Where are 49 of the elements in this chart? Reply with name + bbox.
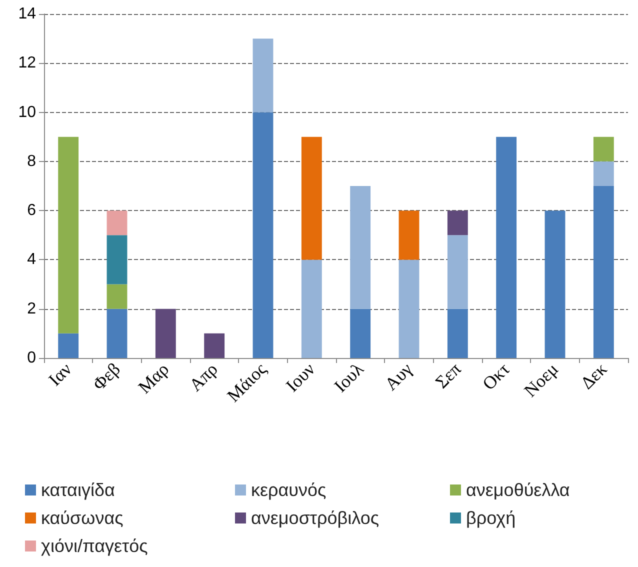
legend-label: καταιγίδα	[41, 480, 115, 500]
bar	[106, 284, 128, 309]
legend-label: χιόνι/παγετός	[41, 536, 148, 556]
y-tick-label: 2	[27, 300, 36, 318]
bar	[301, 136, 322, 260]
bar	[447, 308, 468, 358]
bar	[593, 186, 614, 358]
bar	[252, 112, 274, 358]
bar	[350, 186, 371, 309]
y-tick-label: 6	[27, 202, 36, 220]
bar	[106, 235, 128, 284]
bar	[204, 333, 225, 358]
legend-label: βροχή	[466, 508, 516, 528]
bar	[58, 333, 79, 358]
bar	[58, 136, 79, 334]
y-tick-label: 4	[27, 251, 36, 268]
legend-label: ανεμοστρόβιλος	[251, 508, 380, 528]
y-tick-label: 14	[18, 6, 36, 22]
x-tick-label: Ιαν	[44, 358, 76, 390]
bar	[447, 235, 468, 309]
x-tick-label: Ιουλ	[330, 358, 368, 396]
bar	[350, 308, 371, 358]
bar	[593, 136, 614, 162]
bar	[106, 308, 128, 358]
bar	[544, 210, 566, 358]
bar	[447, 210, 468, 236]
y-tick-label: 8	[27, 152, 36, 170]
legend-label: κεραυνός	[251, 480, 327, 500]
bar	[155, 308, 176, 358]
x-tick-label: Μαρ	[134, 358, 173, 398]
y-tick-label: 10	[18, 104, 36, 121]
x-tick-label: Σεπ	[431, 358, 465, 392]
x-tick-label: Αυγ	[380, 358, 416, 394]
bar	[252, 38, 274, 112]
x-tick-label: Οκτ	[478, 358, 514, 394]
bar	[398, 210, 420, 260]
legend-label: καύσωνας	[41, 508, 124, 528]
legend-label: ανεμοθύελλα	[466, 480, 570, 500]
bar	[301, 260, 322, 358]
x-tick-label: Απρ	[185, 358, 222, 396]
bar	[398, 260, 420, 358]
x-tick-label: Φεβ	[88, 358, 124, 394]
bar	[496, 136, 517, 358]
y-tick-label: 12	[18, 54, 36, 72]
bar	[593, 161, 614, 186]
bar	[106, 210, 128, 236]
y-tick-label: 0	[27, 350, 36, 366]
x-tick-label: Δεκ	[576, 358, 611, 394]
x-tick-label: Ιουν	[282, 358, 319, 396]
